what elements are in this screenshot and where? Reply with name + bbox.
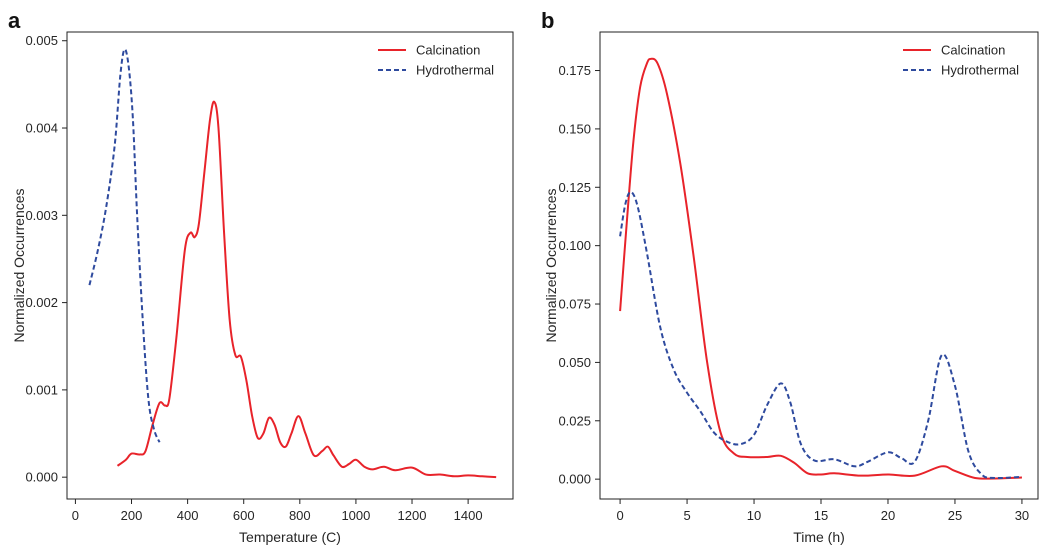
chart-panel-a: a 0 200 400 600 800 1000 1200 1400 0.000 0.001 0.00… xyxy=(8,8,513,545)
x-tick-label: 0 xyxy=(72,508,79,523)
legend-label-hydrothermal: Hydrothermal xyxy=(941,63,1019,78)
x-tick-label: 20 xyxy=(881,508,895,523)
x-axis-label: Temperature (C) xyxy=(239,529,341,545)
x-axis-label: Time (h) xyxy=(793,529,845,545)
y-axis-label: Normalized Occurrences xyxy=(11,188,27,342)
series-line-hydrothermal xyxy=(89,49,159,442)
series-line-calcination xyxy=(117,102,496,478)
y-tick-label: 0.175 xyxy=(558,63,591,78)
chart-panel-b: b 0 5 10 15 20 25 30 0.000 0.025 0.050 0.075 0.100 0.… xyxy=(541,8,1038,545)
series-line-hydrothermal xyxy=(620,192,1022,478)
x-tick-label: 5 xyxy=(683,508,690,523)
y-axis-label: Normalized Occurrences xyxy=(543,188,559,342)
y-tick-label: 0.001 xyxy=(25,382,58,397)
x-tick-label: 1000 xyxy=(341,508,370,523)
y-tick-label: 0.002 xyxy=(25,295,58,310)
y-tick-label: 0.004 xyxy=(25,121,58,136)
plot-frame xyxy=(67,32,513,499)
x-tick-label: 1200 xyxy=(398,508,427,523)
legend-label-calcination: Calcination xyxy=(416,43,480,58)
x-tick-label: 600 xyxy=(233,508,255,523)
y-tick-label: 0.000 xyxy=(558,472,591,487)
y-tick-label: 0.075 xyxy=(558,297,591,312)
x-tick-label: 1400 xyxy=(454,508,483,523)
series-line-calcination xyxy=(620,59,1022,479)
x-tick-label: 800 xyxy=(289,508,311,523)
y-tick-label: 0.005 xyxy=(25,33,58,48)
y-tick-label: 0.100 xyxy=(558,238,591,253)
panel-letter: b xyxy=(541,8,554,33)
y-tick-label: 0.050 xyxy=(558,355,591,370)
x-tick-label: 15 xyxy=(814,508,828,523)
x-tick-label: 10 xyxy=(747,508,761,523)
y-tick-label: 0.003 xyxy=(25,208,58,223)
x-tick-label: 400 xyxy=(177,508,199,523)
x-tick-label: 30 xyxy=(1015,508,1029,523)
y-tick-label: 0.125 xyxy=(558,180,591,195)
x-tick-label: 0 xyxy=(616,508,623,523)
plot-frame xyxy=(600,32,1038,499)
x-tick-label: 200 xyxy=(121,508,143,523)
y-tick-label: 0.000 xyxy=(25,470,58,485)
legend-label-hydrothermal: Hydrothermal xyxy=(416,63,494,78)
legend-label-calcination: Calcination xyxy=(941,43,1005,58)
x-tick-label: 25 xyxy=(948,508,962,523)
y-tick-label: 0.025 xyxy=(558,413,591,428)
y-tick-label: 0.150 xyxy=(558,121,591,136)
panel-letter: a xyxy=(8,8,21,33)
